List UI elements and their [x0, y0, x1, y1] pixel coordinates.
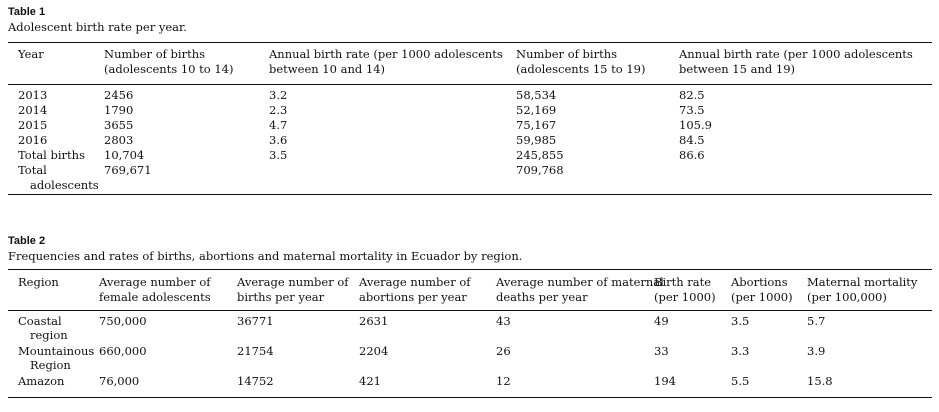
table-1-cell: 2456 [104, 88, 134, 102]
table-1-header-rule [8, 84, 932, 85]
table-2-cell: 2204 [359, 344, 389, 358]
table-2-header-cell: deaths per year [496, 290, 588, 304]
table-2-cell: 33 [654, 344, 669, 358]
table-1-cell: 1790 [104, 103, 134, 117]
table-1-cell: 10,704 [104, 148, 145, 162]
table-1-cell: 2803 [104, 133, 134, 147]
table-2-label: Table 2 [8, 235, 46, 247]
table-1-row-label: 2013 [18, 88, 48, 102]
table-1-header-cell: Number of births [516, 47, 617, 61]
table-1-cell: 2.3 [269, 103, 288, 117]
table-2-row-label: Region [30, 358, 71, 372]
table-1-header-cell: between 10 and 14) [269, 62, 385, 76]
table-2-header-cell: (per 1000) [731, 290, 793, 304]
table-1-cell: 84.5 [679, 133, 705, 147]
table-2-cell: 3.9 [807, 344, 826, 358]
table-1-header-cell: Year [18, 47, 44, 61]
table-2: Table 2 Frequencies and rates of births,… [8, 235, 932, 405]
table-1-label: Table 1 [8, 6, 46, 18]
table-2-cell: 3.5 [731, 314, 750, 328]
table-1-header-cell: between 15 and 19) [679, 62, 795, 76]
table-2-cell: 5.7 [807, 314, 826, 328]
table-2-cell: 421 [359, 374, 381, 388]
table-2-cell: 76,000 [99, 374, 140, 388]
table-2-top-rule [8, 269, 932, 270]
table-1-cell: 75,167 [516, 118, 557, 132]
table-1-row-label: Total [18, 163, 47, 177]
table-1-cell: 52,169 [516, 103, 557, 117]
table-2-header-cell: Average number of [99, 275, 211, 289]
table-2-row-label: Coastal [18, 314, 62, 328]
table-2-cell: 15.8 [807, 374, 833, 388]
table-2-header-cell: Average number of [237, 275, 349, 289]
table-1-header-cell: Annual birth rate (per 1000 adolescents [269, 47, 503, 61]
table-1-cell: 105.9 [679, 118, 712, 132]
table-2-header-cell: female adolescents [99, 290, 211, 304]
table-2-cell: 5.5 [731, 374, 750, 388]
table-2-cell: 750,000 [99, 314, 147, 328]
table-2-header-cell: births per year [237, 290, 325, 304]
table-1-row-label: 2016 [18, 133, 48, 147]
table-2-cell: 12 [496, 374, 511, 388]
table-1-cell: 3.2 [269, 88, 288, 102]
table-1-header-cell: (adolescents 10 to 14) [104, 62, 234, 76]
table-2-row-label: Amazon [18, 374, 65, 388]
table-2-cell: 43 [496, 314, 511, 328]
table-2-header-cell: (per 1000) [654, 290, 716, 304]
table-1-bottom-rule [8, 194, 932, 195]
table-1-top-rule [8, 42, 932, 43]
table-1-cell: 245,855 [516, 148, 564, 162]
table-1-cell: 3.6 [269, 133, 288, 147]
table-2-cell: 194 [654, 374, 676, 388]
table-1-cell: 4.7 [269, 118, 288, 132]
table-1-caption: Adolescent birth rate per year. [8, 20, 187, 34]
table-1-cell: 73.5 [679, 103, 705, 117]
table-1-row-label: 2014 [18, 103, 48, 117]
table-1-cell: 58,534 [516, 88, 557, 102]
table-1-cell: 59,985 [516, 133, 557, 147]
table-2-header-cell: Maternal mortality [807, 275, 918, 289]
table-2-cell: 26 [496, 344, 511, 358]
table-2-cell: 660,000 [99, 344, 147, 358]
table-2-header-cell: (per 100,000) [807, 290, 887, 304]
table-2-header-cell: Region [18, 275, 59, 289]
table-2-cell: 14752 [237, 374, 274, 388]
table-2-header-cell: Average number of maternal [496, 275, 664, 289]
table-1-cell: 3655 [104, 118, 134, 132]
table-1-header-cell: (adolescents 15 to 19) [516, 62, 646, 76]
table-2-header-cell: Abortions [731, 275, 788, 289]
table-1-cell: 709,768 [516, 163, 564, 177]
table-1-row-label: adolescents [30, 178, 99, 192]
table-1-row-label: 2015 [18, 118, 48, 132]
table-1-cell: 769,671 [104, 163, 152, 177]
table-1-row-label: Total births [18, 148, 85, 162]
table-2-bottom-rule [8, 397, 932, 398]
table-1: Table 1 Adolescent birth rate per year. … [8, 6, 932, 196]
table-1-header-cell: Annual birth rate (per 1000 adolescents [679, 47, 913, 61]
table-1-cell: 86.6 [679, 148, 705, 162]
table-2-row-label: region [30, 328, 68, 342]
table-1-cell: 82.5 [679, 88, 705, 102]
table-2-cell: 21754 [237, 344, 274, 358]
table-2-row-label: Mountainous [18, 344, 95, 358]
table-2-header-cell: abortions per year [359, 290, 467, 304]
table-1-header-cell: Number of births [104, 47, 205, 61]
table-2-cell: 49 [654, 314, 669, 328]
table-2-caption: Frequencies and rates of births, abortio… [8, 249, 523, 263]
table-2-header-cell: Average number of [359, 275, 471, 289]
table-2-cell: 36771 [237, 314, 274, 328]
table-2-cell: 2631 [359, 314, 389, 328]
table-2-header-cell: Birth rate [654, 275, 712, 289]
table-2-header-rule [8, 310, 932, 311]
table-1-cell: 3.5 [269, 148, 288, 162]
table-2-cell: 3.3 [731, 344, 750, 358]
